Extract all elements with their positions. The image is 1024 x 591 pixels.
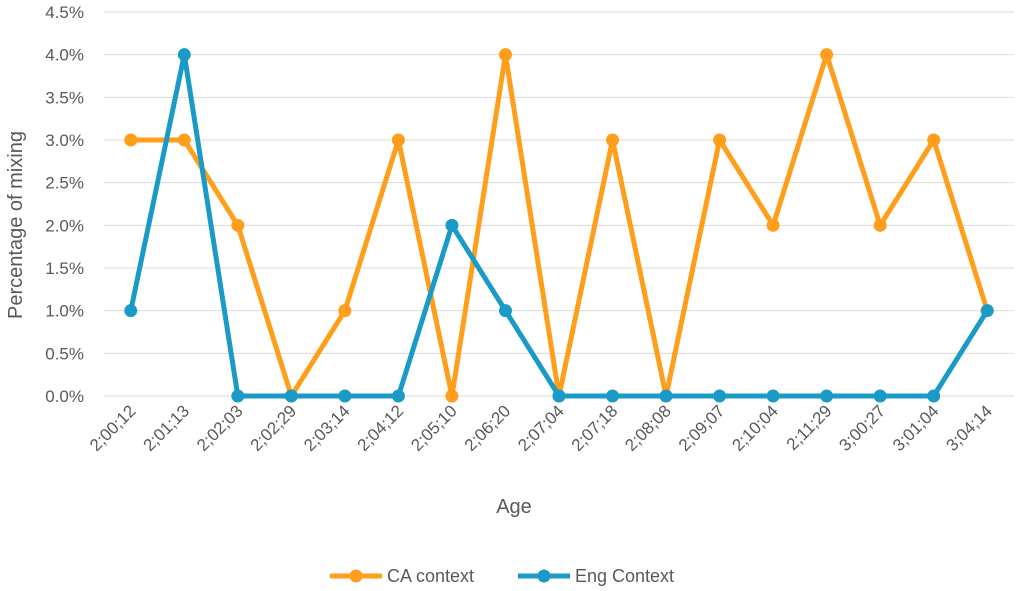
data-point xyxy=(873,389,887,403)
y-tick-label: 3.5% xyxy=(45,88,84,107)
data-point xyxy=(391,133,405,147)
data-point xyxy=(338,304,352,318)
data-point xyxy=(391,389,405,403)
data-point xyxy=(552,389,566,403)
x-tick-label: 2;10;04 xyxy=(728,401,782,455)
series-group xyxy=(124,48,994,403)
y-tick-label: 2.0% xyxy=(45,216,84,235)
data-point xyxy=(498,48,512,62)
y-axis-title: Percentage of mixing xyxy=(5,131,27,319)
data-point xyxy=(177,133,191,147)
data-point xyxy=(231,218,245,232)
data-point xyxy=(498,304,512,318)
data-point xyxy=(927,389,941,403)
y-axis-tick-labels: 0.0% 0.5% 1.0% 1.5% 2.0% 2.5% 3.0% 3.5% 4.0% 4.5% xyxy=(45,3,84,406)
x-tick-label: 2;07;04 xyxy=(514,401,568,455)
y-tick-label: 4.0% xyxy=(45,46,84,65)
legend-item: Eng Context xyxy=(518,566,674,586)
data-point xyxy=(606,133,620,147)
data-point xyxy=(980,304,994,318)
data-point xyxy=(927,133,941,147)
x-axis-title: Age xyxy=(496,496,532,518)
x-tick-label: 3;01;04 xyxy=(889,401,943,455)
x-tick-label: 2;07;18 xyxy=(568,401,622,455)
legend-marker xyxy=(537,569,551,583)
data-point xyxy=(820,48,834,62)
data-point xyxy=(606,389,620,403)
x-tick-label: 2;01;13 xyxy=(140,401,194,455)
data-point xyxy=(766,389,780,403)
legend-label: CA context xyxy=(387,566,474,586)
y-tick-label: 0.0% xyxy=(45,387,84,406)
x-tick-label: 2;08;08 xyxy=(621,401,675,455)
y-tick-label: 0.5% xyxy=(45,344,84,363)
x-tick-label: 2;02;03 xyxy=(193,401,247,455)
data-point xyxy=(284,389,298,403)
y-tick-label: 2.5% xyxy=(45,174,84,193)
data-point xyxy=(124,304,138,318)
x-tick-label: 2;00;12 xyxy=(86,401,140,455)
y-tick-label: 3.0% xyxy=(45,131,84,150)
data-point xyxy=(713,389,727,403)
data-point xyxy=(177,48,191,62)
data-point xyxy=(231,389,245,403)
data-point xyxy=(445,389,459,403)
x-tick-label: 2;11;29 xyxy=(783,401,836,454)
data-point xyxy=(713,133,727,147)
x-tick-label: 2;09;07 xyxy=(675,401,729,455)
legend-label: Eng Context xyxy=(575,566,674,586)
data-point xyxy=(766,218,780,232)
y-tick-label: 4.5% xyxy=(45,3,84,22)
data-point xyxy=(659,389,673,403)
legend-item: CA context xyxy=(330,566,474,586)
x-tick-label: 2;05;10 xyxy=(407,401,461,455)
x-axis-tick-labels: 2;00;12 2;01;13 2;02;03 2;02;29 2;03;14 2;04;… xyxy=(86,401,996,455)
data-point xyxy=(338,389,352,403)
series-eng-context xyxy=(124,48,994,403)
x-tick-label: 3;00;27 xyxy=(835,401,889,455)
legend-marker xyxy=(349,569,363,583)
y-tick-label: 1.0% xyxy=(45,302,84,321)
data-point xyxy=(820,389,834,403)
x-tick-label: 3;04;14 xyxy=(943,401,997,455)
gridlines xyxy=(104,11,1014,397)
data-point xyxy=(124,133,138,147)
legend: CA context Eng Context xyxy=(330,566,674,586)
data-point xyxy=(445,218,459,232)
x-tick-label: 2;06;20 xyxy=(461,401,515,455)
data-point xyxy=(873,218,887,232)
x-tick-label: 2;03;14 xyxy=(300,401,354,455)
y-tick-label: 1.5% xyxy=(45,259,84,278)
x-tick-label: 2;02;29 xyxy=(247,401,301,455)
x-tick-label: 2;04;12 xyxy=(354,401,408,455)
